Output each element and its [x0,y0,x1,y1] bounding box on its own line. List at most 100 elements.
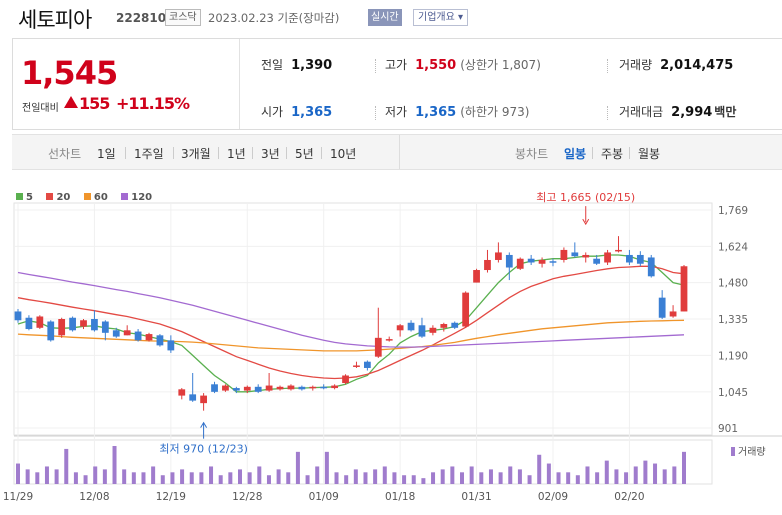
chart-tabs: 선차트 1일 1주일 3개월 1년 3년 5년 10년 봉차트 일봉 주봉 월봉 [12,134,782,170]
market-badge: 코스닥 [165,9,201,26]
y-tick-label: 1,190 [718,350,748,362]
candle-body [549,261,557,263]
legend-ma5: 5 [16,192,33,203]
chart-frame [13,202,713,436]
candle-body [69,317,76,331]
high-arrow-head [582,218,590,226]
candle-body [200,395,207,404]
volume-bar [517,469,522,484]
candle-body [385,339,393,341]
high-label: 고가 [385,58,408,72]
volume-bar [266,475,271,484]
candle-body [134,331,142,341]
volume-frame [13,439,713,485]
candle-body [222,385,229,391]
tab-weekly[interactable]: 주봉 [601,147,624,161]
volume-bar [344,475,349,484]
volume-bar [73,472,78,484]
divider [239,39,240,129]
volume-bar [392,472,397,484]
candle-body [495,252,502,260]
y-tick-label: 1,624 [718,241,748,253]
candle-body [254,386,262,392]
current-price: 1,545 [21,54,118,92]
divider [321,147,322,159]
volume-bar [440,469,445,484]
volume-bar [508,466,513,484]
tab-1d[interactable]: 1일 [97,147,116,161]
y-tick-label: 1,335 [718,314,748,326]
y-tick-label: 1,045 [718,387,748,399]
stock-code: 222810 [116,11,167,25]
volume-bar [35,472,40,484]
tab-3m[interactable]: 3개월 [181,147,211,161]
quote-summary: 1,545 전일대비 155 +11.15% 전일 1,390 고가 1,550 (상… [12,38,782,130]
volume-bar [218,475,223,484]
candle-body [680,266,688,312]
divider [375,59,376,73]
tab-10y[interactable]: 10년 [330,147,357,161]
volume-bar [238,469,242,484]
volume-bar [83,475,88,484]
volume-value: 2,014,475 [660,58,734,73]
candle-body [505,254,513,268]
prev-close-label: 전일 [261,58,284,72]
amount-value: 2,994 [671,105,713,120]
volume-bar [450,466,455,484]
quote-date: 2023.02.23 기준(장마감) [208,11,340,25]
candle-body [189,394,197,401]
volume-legend-label: 거래량 [738,446,766,458]
candle-body [145,334,153,341]
candle-body [440,324,448,328]
volume-bar [247,472,252,484]
high-price: 고가 1,550 (상한가 1,807) [385,56,541,73]
x-tick-label: 01/31 [461,491,491,503]
volume-bar [537,454,542,484]
volume-bar [488,469,493,484]
tab-1y[interactable]: 1년 [227,147,246,161]
high-annotation: 최고 1,665 (02/15) [536,191,635,204]
x-tick-label: 01/09 [309,491,339,503]
volume-bar [373,469,378,484]
candle-body [396,325,404,331]
candle-body [331,385,339,389]
volume-bar [25,469,30,484]
divider [629,147,630,159]
tab-daily[interactable]: 일봉 [564,147,587,161]
candle-body [604,252,611,263]
candle-chart-heading: 봉차트 [515,147,549,161]
open-value: 1,365 [291,105,333,120]
candle-body [593,258,601,264]
volume-bar [324,451,329,484]
upper-limit: (상한가 1,807) [460,58,541,72]
open-price: 시가 1,365 [261,103,332,120]
volume-bar [64,448,69,484]
volume-bar [199,472,204,484]
volume-bar [682,451,686,484]
volume-bar [180,469,185,484]
candle-body [167,340,175,351]
tab-monthly[interactable]: 월봉 [638,147,661,161]
realtime-button[interactable]: 실시간 [368,9,402,26]
candle-body [342,375,349,384]
tab-1w[interactable]: 1주일 [134,147,164,161]
low-label: 저가 [385,105,408,119]
candle-body [91,319,98,331]
divider [607,106,608,120]
low-price: 저가 1,365 (하한가 973) [385,103,529,120]
volume-bar [257,466,262,484]
volume-bar [209,466,214,484]
volume-bar [662,469,667,484]
candle-body [156,335,164,346]
volume-bar [54,469,59,484]
candle-body [123,330,131,336]
volume-bar [460,472,464,484]
candle-body [538,259,546,264]
volume-bar [334,472,339,484]
x-tick-label: 01/18 [385,491,415,503]
candle-body [298,386,306,390]
low-arrow-head [200,421,208,428]
tab-5y[interactable]: 5년 [295,147,314,161]
tab-3y[interactable]: 3년 [261,147,280,161]
company-info-dropdown[interactable]: 기업개요 ▾ [413,9,468,26]
